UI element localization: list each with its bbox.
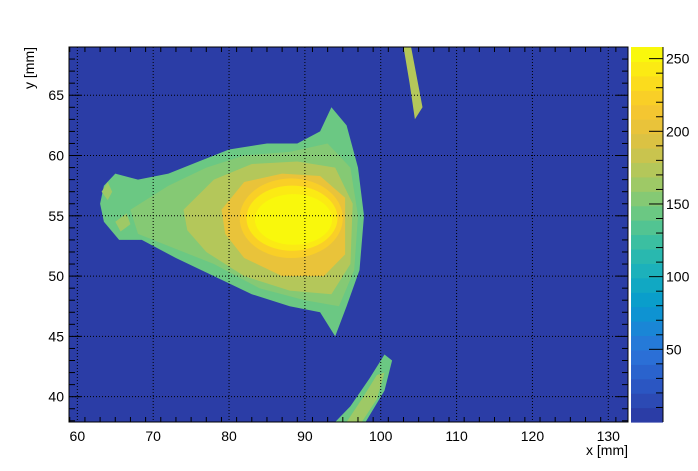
x-tick-label: 60 (70, 428, 86, 444)
axes: 60 70 80 90 100 110 120 130 40 45 50 55 60 65 (48, 46, 628, 444)
color-scale-tick-label: 200 (666, 123, 690, 139)
color-scale-band (631, 162, 663, 178)
heatmap-cells (100, 47, 423, 422)
x-tick-label: 110 (445, 428, 468, 444)
color-scale-band (631, 248, 663, 264)
x-tick-label: 70 (145, 428, 161, 444)
plot-frame (68, 46, 629, 423)
color-scale-band (631, 407, 663, 423)
color-scale-band (631, 393, 663, 409)
heatmap-region-11 (101, 182, 113, 201)
heatmap-region-7 (261, 201, 323, 236)
color-scale-band (631, 220, 663, 236)
x-tick-label: 80 (221, 428, 237, 444)
x-tick-label: 90 (297, 428, 313, 444)
color-scale-band (631, 176, 663, 192)
color-scale-band (631, 147, 663, 163)
color-scale-tick-label: 250 (666, 51, 690, 67)
color-scale-band (631, 321, 663, 337)
color-scale-band (631, 234, 663, 250)
color-scale-band (631, 277, 663, 293)
heatmap-region-8 (403, 47, 423, 120)
color-scale-band (631, 364, 663, 380)
x-tick-label: 100 (369, 428, 393, 444)
color-scale-band (631, 306, 663, 322)
y-tick-label: 55 (48, 208, 64, 224)
y-axis-label: y [mm] (21, 47, 37, 89)
y-tick-label: 65 (48, 87, 64, 103)
color-scale-tick-label: 100 (666, 269, 690, 285)
x-tick-label: 130 (597, 428, 621, 444)
grid-lines (69, 47, 628, 422)
color-scale-band (631, 335, 663, 351)
color-scale-band (631, 104, 663, 120)
color-scale-band (631, 47, 663, 63)
color-scale-band (631, 191, 663, 207)
heatmap-region-10 (346, 372, 385, 422)
color-scale: 50 100 150 200 250 (631, 47, 690, 423)
color-scale-tick-label: 150 (666, 196, 690, 212)
x-axis-label: x [mm] (586, 442, 628, 458)
color-scale-band (631, 90, 663, 106)
heatmap-region-9 (335, 354, 393, 422)
color-scale-band (631, 119, 663, 135)
color-scale-band (631, 378, 663, 394)
color-scale-band (631, 75, 663, 91)
color-scale-band (631, 133, 663, 149)
x-tick-label: 120 (521, 428, 545, 444)
color-scale-tick-label: 50 (666, 341, 682, 357)
color-scale-band (631, 292, 663, 308)
color-scale-band (631, 61, 663, 77)
y-tick-label: 60 (48, 148, 64, 164)
heatmap-region-12 (115, 213, 131, 232)
color-scale-band (631, 263, 663, 279)
y-tick-label: 45 (48, 328, 64, 344)
y-tick-label: 40 (48, 389, 64, 405)
color-scale-band (631, 349, 663, 365)
y-tick-label: 50 (48, 268, 64, 284)
color-scale-band (631, 205, 663, 221)
